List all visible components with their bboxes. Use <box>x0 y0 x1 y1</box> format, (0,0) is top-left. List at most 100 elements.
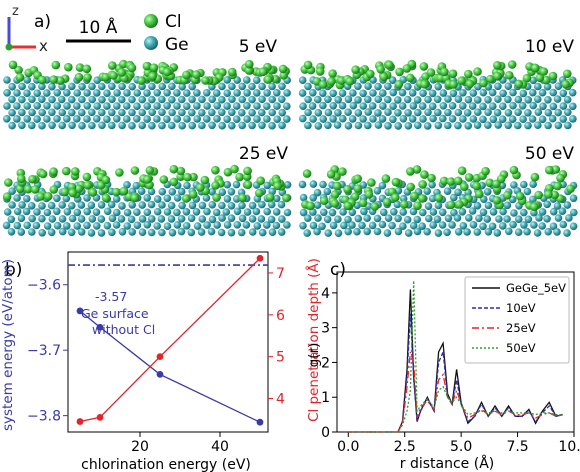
ge-atom <box>248 108 256 117</box>
ge-atom <box>168 228 177 237</box>
ge-atom <box>13 89 21 97</box>
ge-atom <box>272 194 281 203</box>
x-tick-label: 7.5 <box>506 439 528 455</box>
ge-atom <box>178 201 186 210</box>
cl-atom <box>51 60 61 70</box>
ge-atom <box>450 193 458 202</box>
cl-atom <box>507 60 517 69</box>
cl-atoms <box>300 59 574 90</box>
ge-atom <box>549 102 558 111</box>
ge-atom <box>508 115 517 123</box>
ge-atom <box>18 108 26 117</box>
ge-atom <box>3 115 11 123</box>
ge-atom <box>463 228 471 236</box>
cl-atom <box>440 67 449 77</box>
cl-atom <box>303 60 313 70</box>
ge-atom <box>304 82 312 91</box>
cl-atom <box>351 65 360 74</box>
ge-atom <box>168 82 176 91</box>
ge-atom <box>368 221 377 230</box>
cl-atoms <box>301 165 575 212</box>
x-tick-label: 2.5 <box>394 439 416 455</box>
ge-atom <box>489 208 498 216</box>
ge-atom <box>128 82 136 91</box>
y-tick-label: 0 <box>321 425 330 441</box>
ge-atom <box>58 201 66 209</box>
ge-atom <box>535 214 543 222</box>
x-tick-label: 0.0 <box>337 439 359 455</box>
ge-atom <box>118 95 126 104</box>
ge-atom <box>510 181 518 189</box>
ge-atom <box>108 95 116 104</box>
ge-atom <box>384 82 392 91</box>
cl-atom <box>14 65 23 75</box>
ge-atom <box>243 89 251 97</box>
ge-atom <box>494 95 502 103</box>
ge-atom <box>123 208 132 217</box>
ge-atoms <box>2 180 292 237</box>
ge-atom <box>309 180 318 188</box>
ge-atom <box>243 76 251 84</box>
ge-atom <box>459 102 467 110</box>
ge-atom <box>188 108 196 117</box>
plot-b-ylabel: system energy (eV/atom) <box>0 259 16 431</box>
ge-atom <box>433 215 442 223</box>
y-tick-label: −3.7 <box>27 343 61 359</box>
ge-atom <box>118 202 126 210</box>
ge-atom <box>388 76 397 84</box>
cl-atom <box>44 192 53 201</box>
ge-atom <box>409 102 418 110</box>
ge-atom <box>428 194 437 203</box>
ge-atom <box>23 115 32 123</box>
cl-atom <box>385 60 394 70</box>
ge-atom <box>28 95 36 104</box>
legend-entry-label: 10eV <box>506 301 536 315</box>
cl-atom <box>182 70 191 80</box>
ge-atom <box>123 102 131 110</box>
ge-atom <box>499 102 507 110</box>
ge-atom <box>23 102 32 110</box>
ge-atom <box>539 102 547 111</box>
ge-atom <box>479 115 487 124</box>
ge-atom <box>177 187 186 196</box>
cl-atom <box>15 73 25 82</box>
plot-c-legend: GeGe_5eV 10eV 25eV 50eV <box>464 276 570 364</box>
ge-atom <box>268 228 277 236</box>
ge-atom <box>153 89 161 97</box>
ge-atom <box>98 108 106 117</box>
ge-atom <box>329 89 338 98</box>
ge-atom-icon <box>144 36 158 50</box>
ge-atom <box>283 115 291 123</box>
ge-atom <box>138 121 146 130</box>
ge-atom <box>454 95 463 103</box>
cl-atom <box>551 165 561 174</box>
ge-atom <box>178 108 186 117</box>
ge-atom <box>473 201 482 210</box>
ge-atom <box>308 102 317 110</box>
cl-atom <box>183 172 192 182</box>
ge-atom <box>323 187 332 196</box>
ge-atom <box>138 228 147 236</box>
ge-atom <box>138 95 146 104</box>
ge-atom <box>515 215 523 223</box>
ge-atom <box>329 221 338 230</box>
ge-atom <box>354 214 363 223</box>
ge-atom <box>88 121 96 130</box>
cl-atom <box>427 173 436 183</box>
ge-atom <box>358 221 366 230</box>
ge-atom <box>559 115 567 123</box>
ge-atom <box>273 115 282 123</box>
ge-atom <box>218 108 226 117</box>
ge-atom <box>272 208 281 216</box>
ge-atom <box>309 115 317 123</box>
ge-atom <box>248 215 257 223</box>
ge-atom <box>429 221 438 229</box>
ge-atom <box>344 108 352 116</box>
ge-atom <box>183 89 191 97</box>
cl-atom <box>330 199 340 208</box>
ge-atom <box>232 180 241 189</box>
ge-atom <box>278 82 286 91</box>
ge-atom <box>320 208 328 217</box>
cl-atom <box>426 68 436 77</box>
ge-atom <box>238 214 247 223</box>
